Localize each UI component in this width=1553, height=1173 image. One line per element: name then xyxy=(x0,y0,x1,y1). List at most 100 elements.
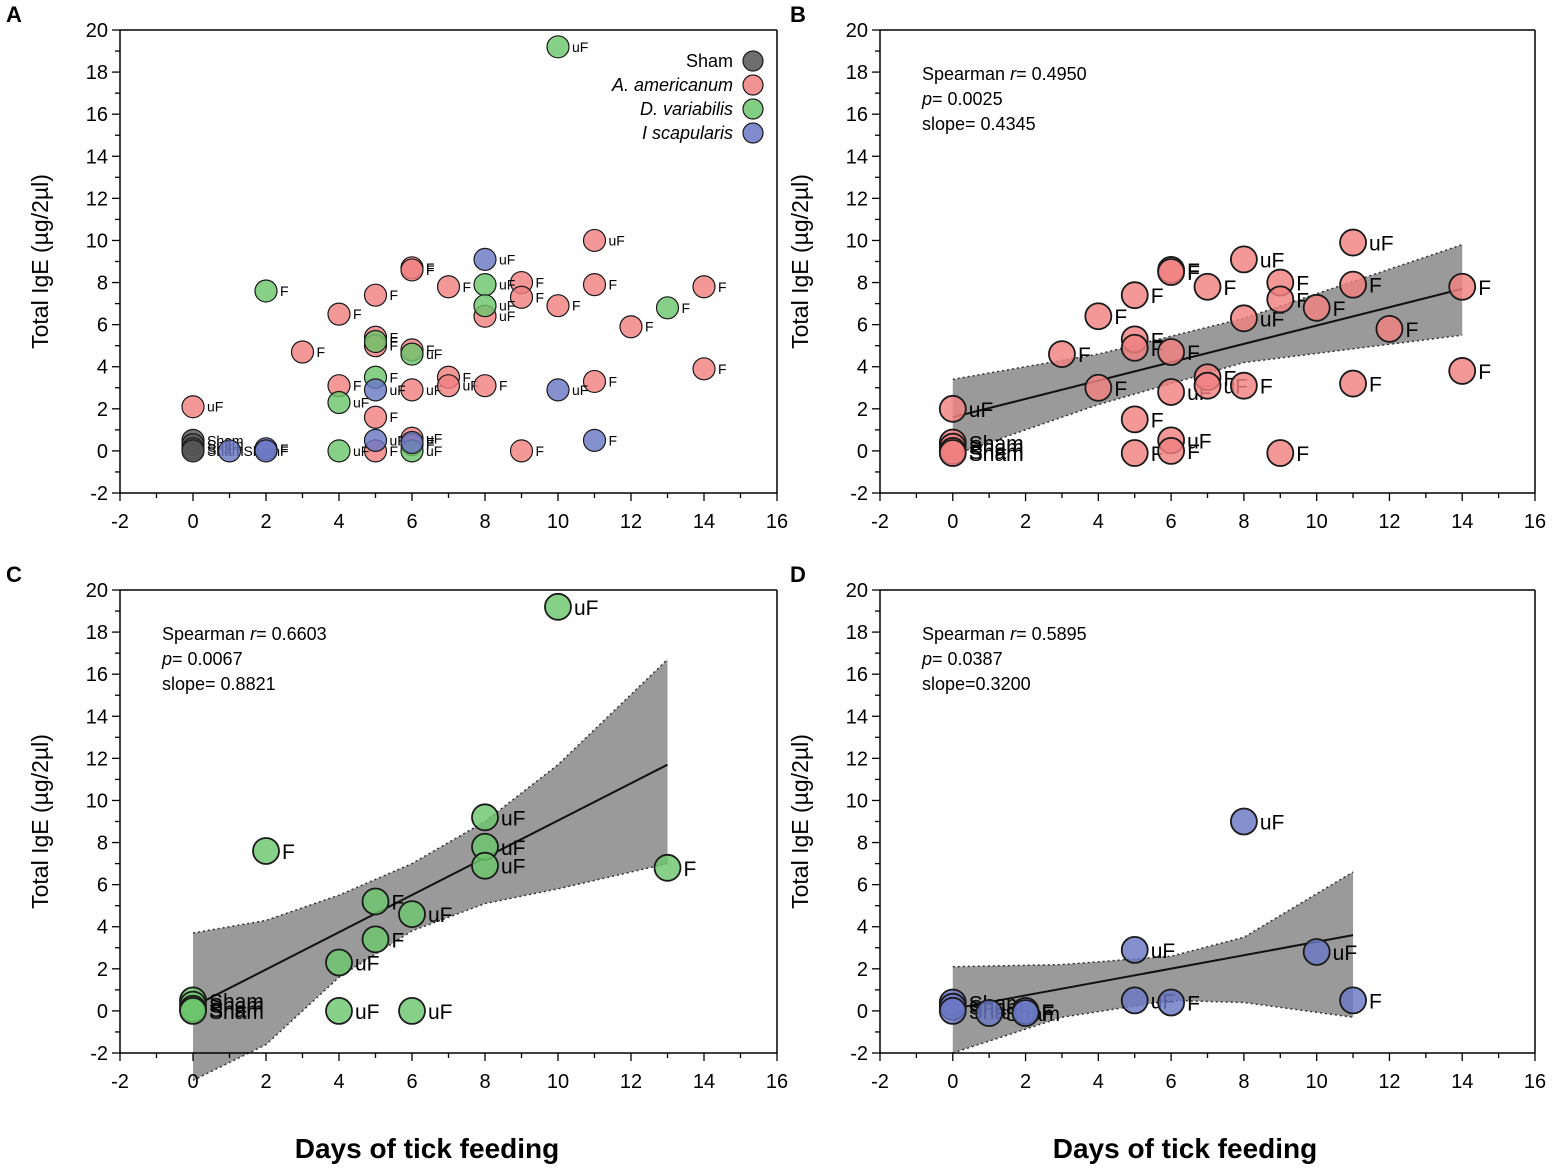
data-point-label: uF xyxy=(1369,233,1394,256)
x-tick-label: 10 xyxy=(547,511,569,533)
data-point-label: Sham xyxy=(209,1001,264,1024)
data-point-label: uF xyxy=(353,395,369,411)
data-point-label: F xyxy=(353,306,362,322)
data-point-label: Sham xyxy=(209,990,264,1013)
x-tick-label: -2 xyxy=(871,1071,889,1093)
y-tick-label: 12 xyxy=(86,748,108,770)
data-point-americanum xyxy=(1266,439,1295,467)
data-point-label: F xyxy=(536,289,545,305)
x-tick-label: 8 xyxy=(1238,1071,1249,1093)
regression-line xyxy=(192,763,668,1008)
x-tick-label: 4 xyxy=(333,1071,344,1093)
legend-label-sham: Sham xyxy=(686,51,733,71)
data-point-label: F xyxy=(390,369,399,385)
x-tick-label: -2 xyxy=(111,511,129,533)
data-point-label: F xyxy=(1187,992,1200,1015)
data-point-americanum xyxy=(1193,371,1222,400)
x-tick-label: 10 xyxy=(547,1071,569,1093)
legend-marker-variabilis xyxy=(742,98,764,120)
data-point-label: uF xyxy=(499,308,515,324)
x-tick-label: 14 xyxy=(1451,1071,1473,1093)
data-point-scapularis xyxy=(938,997,967,1025)
data-point-scapularis xyxy=(363,378,388,402)
y-tick-label: 10 xyxy=(86,230,108,252)
data-point-americanum xyxy=(363,283,388,307)
data-point-americanum xyxy=(1448,357,1477,385)
data-point-americanum xyxy=(363,405,388,429)
data-point-label: Sham xyxy=(969,441,1024,464)
spearman-r-text: Spearman r= 0.5895 xyxy=(922,624,1087,644)
data-point-scapularis xyxy=(1157,988,1186,1017)
data-point-label: F xyxy=(390,333,399,349)
y-tick-label: 10 xyxy=(846,790,868,812)
data-point-americanum xyxy=(327,302,351,326)
panel-c: C -2 0 2 4 6 8 10 12 14 16 18 20 -2 0 2 4 6 8 10 12 14 16 Total… xyxy=(6,562,788,1093)
y-tick-label: 6 xyxy=(857,315,868,337)
y-tick-label: 0 xyxy=(97,441,108,463)
data-point-label: uF xyxy=(426,430,442,446)
data-point-label: uF xyxy=(574,597,599,620)
y-tick-label: 6 xyxy=(97,315,108,337)
y-tick-label: 12 xyxy=(846,188,868,210)
y-tick-label: 6 xyxy=(97,875,108,897)
data-point-label: uF xyxy=(501,837,526,860)
x-tick-label: 14 xyxy=(693,1071,715,1093)
slope-text: slope= 0.4345 xyxy=(922,114,1036,134)
y-tick-label: 20 xyxy=(86,20,108,42)
spearman-r-text: Spearman r= 0.4950 xyxy=(922,64,1087,84)
data-point-sham xyxy=(181,439,205,463)
data-point-americanum xyxy=(1302,293,1331,322)
y-axis-title: Total IgE (µg/2µl) xyxy=(787,174,813,349)
data-point-label: uF xyxy=(969,399,994,422)
y-tick-label: -2 xyxy=(90,1043,108,1065)
data-point-scapularis xyxy=(1011,999,1040,1027)
y-tick-label: 0 xyxy=(857,441,868,463)
data-point-label: F xyxy=(609,373,618,389)
data-point-label: F xyxy=(1114,378,1127,401)
x-tick-label: 16 xyxy=(766,511,788,533)
x-tick-label: 12 xyxy=(620,1071,642,1093)
data-point-americanum xyxy=(436,374,461,398)
data-point-americanum xyxy=(938,439,967,467)
y-tick-label: 8 xyxy=(97,273,108,295)
data-point-label: Sham xyxy=(969,432,1024,455)
confidence-band-lower xyxy=(192,862,668,1082)
data-point-scapularis xyxy=(254,439,278,463)
data-point-americanum xyxy=(582,369,607,394)
x-tick-label: 12 xyxy=(1378,1071,1400,1093)
data-point-label: F xyxy=(1333,298,1346,321)
data-point-label: F xyxy=(1296,273,1309,296)
x-tick-label: -2 xyxy=(111,1071,129,1093)
panel-letter: D xyxy=(790,562,806,587)
data-point-label: F xyxy=(1260,376,1273,399)
data-point-americanum xyxy=(1339,369,1367,398)
x-tick-label: 14 xyxy=(1451,511,1473,533)
data-point-variabilis xyxy=(398,900,426,928)
x-tick-label: 16 xyxy=(766,1071,788,1093)
data-point-label: uF xyxy=(207,399,223,415)
data-point-scapularis xyxy=(1229,807,1258,836)
confidence-band xyxy=(193,659,668,1081)
x-tick-label: 4 xyxy=(1093,1071,1104,1093)
data-point-label: uF xyxy=(499,277,515,293)
data-point-label: uF xyxy=(501,856,526,879)
x-tick-label: 0 xyxy=(947,511,958,533)
legend-label-americanum: A. americanum xyxy=(611,75,733,95)
data-point-label: F xyxy=(536,443,545,459)
data-point-label: F xyxy=(390,443,399,459)
data-point-label: uF xyxy=(572,382,588,398)
p-value-text: p= 0.0025 xyxy=(921,89,1003,109)
data-point-variabilis xyxy=(546,35,570,59)
data-point-label: Sham xyxy=(209,995,264,1018)
data-point-label: F xyxy=(1224,277,1237,300)
data-point-americanum xyxy=(1229,304,1258,333)
x-tick-label: 16 xyxy=(1524,511,1546,533)
data-point-scapularis xyxy=(1120,935,1149,964)
data-point-americanum xyxy=(1375,314,1404,343)
data-point-variabilis xyxy=(655,296,680,320)
data-point-label: F xyxy=(499,378,508,394)
data-point-americanum xyxy=(1157,338,1186,366)
data-point-label: F xyxy=(280,443,289,459)
data-point-label: F xyxy=(390,409,399,425)
data-point-label: Sham xyxy=(969,443,1024,466)
